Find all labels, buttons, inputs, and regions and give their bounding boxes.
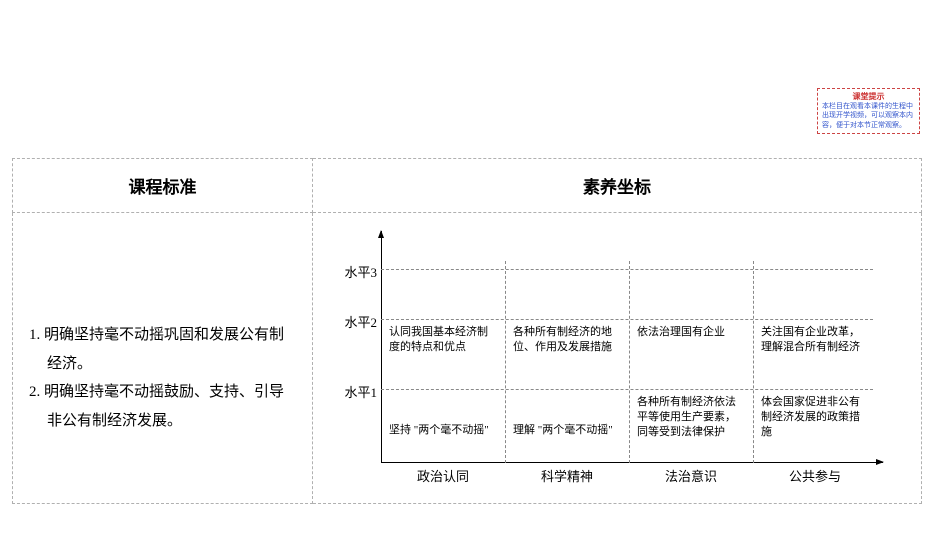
standard-item-1: 1. 明确坚持毫不动摇巩固和发展公有制经济。 <box>29 321 296 378</box>
row-line-2 <box>381 319 873 320</box>
x-label-4: 公共参与 <box>755 466 875 485</box>
row-line-1 <box>381 389 873 390</box>
header-standards: 课程标准 <box>13 159 313 213</box>
col-line-3 <box>753 261 754 463</box>
standards-cell: 1. 明确坚持毫不动摇巩固和发展公有制经济。 2. 明确坚持毫不动摇鼓励、支持、… <box>13 213 313 504</box>
cell-r1c3: 各种所有制经济依法平等使用生产要素，同等受到法律保护 <box>633 393 749 442</box>
literacy-chart: 水平3 水平2 水平1 政治认同 科学精神 法治意识 公共参与 认同我国基本经济… <box>333 231 883 481</box>
cell-r2c1: 认同我国基本经济制度的特点和优点 <box>385 323 501 357</box>
cell-r1c1: 坚持 "两个毫不动摇" <box>385 421 501 440</box>
col-line-1 <box>505 261 506 463</box>
cell-r2c3: 依法治理国有企业 <box>633 323 749 342</box>
x-label-2: 科学精神 <box>507 466 627 485</box>
standard-item-2: 2. 明确坚持毫不动摇鼓励、支持、引导非公有制经济发展。 <box>29 378 296 435</box>
cell-r1c2: 理解 "两个毫不动摇" <box>509 421 625 440</box>
row-line-3 <box>381 269 873 270</box>
header-literacy: 素养坐标 <box>313 159 922 213</box>
cell-r2c2: 各种所有制经济的地位、作用及发展措施 <box>509 323 625 357</box>
x-axis <box>381 462 883 463</box>
x-label-3: 法治意识 <box>631 466 751 485</box>
tip-title: 课堂提示 <box>822 92 915 102</box>
col-line-2 <box>629 261 630 463</box>
x-label-1: 政治认同 <box>383 466 503 485</box>
cell-r1c4: 体会国家促进非公有制经济发展的政策措施 <box>757 393 873 442</box>
y-axis <box>381 231 382 463</box>
y-label-3: 水平3 <box>333 262 377 281</box>
cell-r2c4: 关注国有企业改革，理解混合所有制经济 <box>757 323 873 357</box>
tip-body: 本栏目在观看本课件的生程中出现开学视频，可以观察本内容，便于对本节正常观察。 <box>822 102 915 129</box>
y-label-1: 水平1 <box>333 382 377 401</box>
main-table: 课程标准 素养坐标 1. 明确坚持毫不动摇巩固和发展公有制经济。 2. 明确坚持… <box>12 158 922 504</box>
chart-cell: 水平3 水平2 水平1 政治认同 科学精神 法治意识 公共参与 认同我国基本经济… <box>313 213 922 504</box>
tip-box: 课堂提示 本栏目在观看本课件的生程中出现开学视频，可以观察本内容，便于对本节正常… <box>817 88 920 134</box>
y-label-2: 水平2 <box>333 312 377 331</box>
